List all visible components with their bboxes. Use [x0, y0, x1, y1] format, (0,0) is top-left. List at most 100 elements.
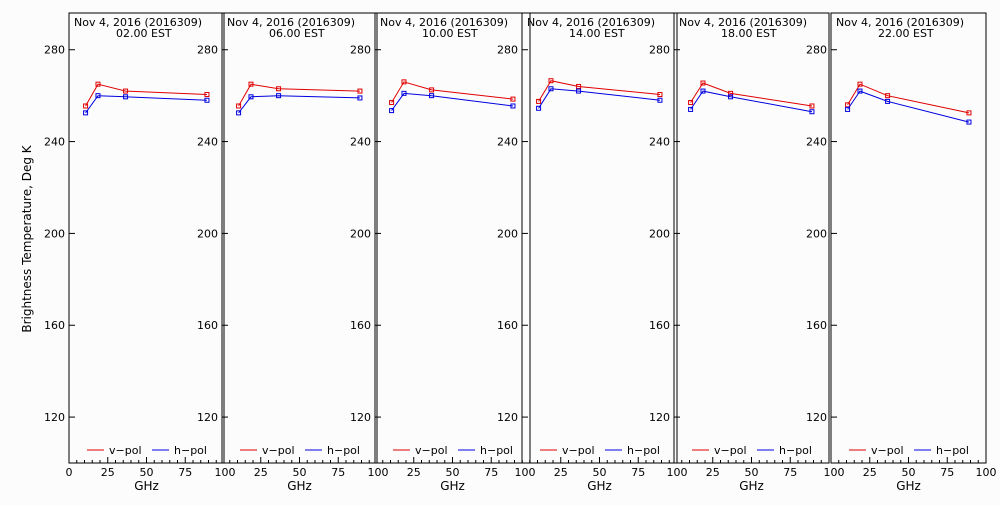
data-point-v-pol	[657, 92, 663, 98]
x-tick-label: 25	[407, 466, 421, 479]
legend-label-h-pol: h−pol	[779, 444, 812, 457]
legend-label-v-pol: v−pol	[109, 444, 142, 457]
series-line-h-pol	[538, 88, 661, 109]
y-tick-label: 160	[649, 319, 670, 332]
data-point-v-pol	[809, 103, 815, 109]
y-tick-label: 240	[350, 136, 371, 149]
y-tick-label: 280	[197, 44, 218, 57]
legend-label-h-pol: h−pol	[327, 444, 360, 457]
y-tick-label: 200	[44, 227, 65, 240]
x-axis-label: GHz	[587, 479, 612, 493]
data-point-v-pol	[389, 100, 395, 106]
data-point-h-pol	[688, 106, 694, 112]
x-tick-label: 50	[745, 466, 759, 479]
x-tick-label: 100	[515, 466, 536, 479]
data-point-v-pol	[95, 81, 101, 87]
y-tick-label: 280	[497, 44, 518, 57]
x-tick-label: 25	[254, 466, 268, 479]
y-tick-label: 120	[44, 411, 65, 424]
series-line-h-pol	[847, 90, 970, 123]
x-tick-label: 100	[824, 466, 845, 479]
data-point-h-pol	[236, 110, 242, 116]
panel-6: Nov 4, 2016 (2016309)22.00 EST 120 160 200 2…	[806, 12, 997, 493]
x-tick-label: 100	[667, 466, 688, 479]
panel-subtitle: 18.00 EST	[721, 27, 777, 40]
y-tick-label: 280	[649, 44, 670, 57]
data-point-v-pol	[700, 80, 706, 86]
y-tick-label: 200	[497, 227, 518, 240]
series-line-v-pol	[391, 81, 514, 103]
data-point-h-pol	[429, 93, 435, 99]
panel-4: Nov 4, 2016 (2016309)14.00 EST 120 160 200 2…	[497, 12, 678, 493]
legend-label-h-pol: h−pol	[627, 444, 660, 457]
data-point-v-pol	[857, 81, 863, 87]
data-point-h-pol	[389, 108, 395, 114]
x-tick-label: 25	[101, 466, 115, 479]
y-tick-label: 200	[649, 227, 670, 240]
x-tick-label: 25	[706, 466, 720, 479]
y-tick-label: 280	[350, 44, 371, 57]
y-tick-label: 280	[44, 44, 65, 57]
x-tick-label: 75	[783, 466, 797, 479]
panel-title: Nov 4, 2016 (2016309)	[527, 16, 655, 29]
panel-title: Nov 4, 2016 (2016309)	[74, 16, 202, 29]
y-tick-label: 120	[649, 411, 670, 424]
data-point-h-pol	[276, 93, 282, 99]
legend-label-v-pol: v−pol	[415, 444, 448, 457]
y-axis-label: Brightness Temperature, Deg K	[20, 144, 34, 332]
y-tick-label: 160	[44, 319, 65, 332]
x-tick-label: 50	[446, 466, 460, 479]
data-point-v-pol	[276, 86, 282, 92]
series-line-h-pol	[690, 90, 813, 113]
data-point-h-pol	[657, 97, 663, 103]
data-point-h-pol	[83, 110, 89, 116]
panels: Nov 4, 2016 (2016309)02.00 EST1201602002…	[44, 12, 997, 493]
data-point-v-pol	[357, 88, 363, 94]
series-line-v-pol	[238, 83, 360, 107]
panel-3: Nov 4, 2016 (2016309)10.00 EST 120 160 200 2…	[350, 12, 531, 493]
y-tick-label: 160	[806, 319, 827, 332]
panel-subtitle: 22.00 EST	[878, 27, 934, 40]
x-axis-label: GHz	[896, 479, 921, 493]
x-tick-label: 0	[66, 466, 73, 479]
y-tick-label: 240	[497, 136, 518, 149]
legend-label-h-pol: h−pol	[936, 444, 969, 457]
y-tick-label: 120	[806, 411, 827, 424]
panel-subtitle: 02.00 EST	[116, 27, 172, 40]
x-tick-label: 25	[554, 466, 568, 479]
data-point-h-pol	[204, 97, 210, 103]
legend-label-v-pol: v−pol	[562, 444, 595, 457]
legend-label-v-pol: v−pol	[262, 444, 295, 457]
data-point-v-pol	[728, 90, 734, 96]
data-point-v-pol	[536, 98, 542, 104]
series-line-h-pol	[238, 95, 360, 114]
x-tick-label: 50	[902, 466, 916, 479]
data-point-h-pol	[857, 88, 863, 94]
data-point-v-pol	[248, 81, 254, 87]
panel-title: Nov 4, 2016 (2016309)	[380, 16, 508, 29]
panel-subtitle: 06.00 EST	[269, 27, 325, 40]
y-tick-label: 120	[497, 411, 518, 424]
data-point-h-pol	[700, 88, 706, 94]
series-line-h-pol	[391, 92, 514, 111]
data-point-h-pol	[123, 94, 129, 100]
data-point-h-pol	[248, 94, 254, 100]
series-line-v-pol	[690, 82, 813, 107]
x-axis-label: GHz	[739, 479, 764, 493]
series-line-h-pol	[85, 95, 207, 114]
legend-label-h-pol: h−pol	[480, 444, 513, 457]
data-point-v-pol	[204, 92, 210, 98]
y-tick-label: 240	[197, 136, 218, 149]
x-tick-label: 100	[976, 466, 997, 479]
y-tick-label: 200	[197, 227, 218, 240]
data-point-v-pol	[548, 78, 554, 84]
x-tick-label: 50	[140, 466, 154, 479]
data-point-h-pol	[728, 94, 734, 100]
y-tick-label: 280	[806, 44, 827, 57]
y-tick-label: 240	[44, 136, 65, 149]
data-point-h-pol	[809, 109, 815, 115]
data-point-h-pol	[548, 86, 554, 92]
data-point-v-pol	[429, 87, 435, 93]
data-point-h-pol	[95, 93, 101, 99]
